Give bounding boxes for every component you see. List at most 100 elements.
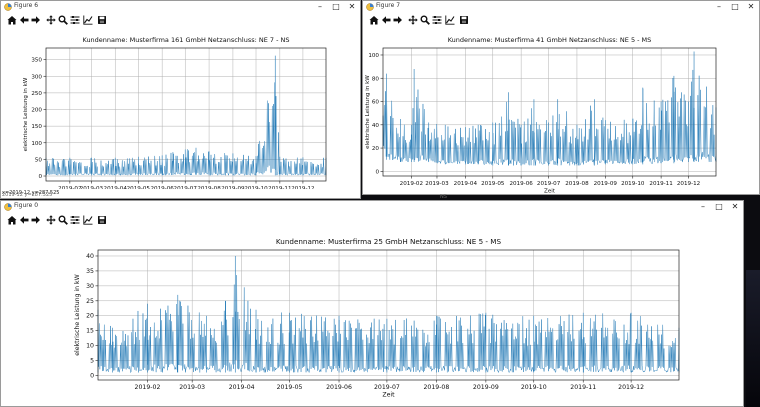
axes-frame: [97, 249, 680, 381]
y-tick-label: 60: [372, 100, 380, 106]
y-tick-label: 20: [372, 146, 380, 152]
back-arrow-button[interactable]: [380, 14, 392, 27]
maximize-button[interactable]: □: [731, 2, 739, 11]
zoom-icon: [58, 15, 68, 25]
zoom-button[interactable]: [57, 214, 69, 227]
x-tick-label: 2019-07: [174, 186, 198, 191]
edit-axis-button[interactable]: [82, 214, 94, 227]
configure-subplots-icon: [70, 216, 80, 224]
x-tick-label: 2019-12: [291, 186, 314, 191]
y-tick-label: 350: [31, 58, 42, 64]
configure-subplots-button[interactable]: [431, 14, 443, 27]
x-tick-label: 2019-06: [326, 384, 352, 391]
x-tick-label: 2019-07: [374, 384, 400, 391]
pan-icon: [408, 15, 418, 25]
save-icon: [460, 16, 468, 24]
save-icon: [98, 16, 106, 24]
home-button[interactable]: [6, 214, 18, 227]
y-tick-label: 40: [372, 123, 380, 129]
forward-arrow-icon: [31, 216, 40, 224]
x-tick-label: 2019-08: [423, 384, 449, 391]
y-tick-label: 25: [86, 298, 94, 305]
pan-button[interactable]: [45, 214, 57, 227]
edit-axis-icon: [83, 15, 93, 25]
pan-button[interactable]: [407, 14, 419, 27]
plot-title: Kundenname: Musterfirma 41 GmbH Netzansc…: [448, 36, 652, 44]
back-arrow-icon: [20, 16, 29, 24]
x-tick-label: 2019-04: [454, 181, 478, 187]
x-axis-label: Zeit: [544, 189, 556, 195]
zoom-icon: [420, 15, 430, 25]
close-button[interactable]: ✕: [747, 2, 755, 11]
edit-axis-icon: [445, 15, 455, 25]
x-tick-label: 2019-11: [649, 181, 673, 187]
home-button[interactable]: [368, 14, 380, 27]
plot-canvas[interactable]: Kundenname: Musterfirma 25 GmbH Netzansc…: [1, 228, 743, 407]
back-arrow-icon: [382, 16, 391, 24]
matplotlib-app-icon: [4, 3, 12, 11]
y-tick-label: 30: [86, 283, 94, 290]
back-arrow-icon: [20, 216, 29, 224]
y-tick-label: 150: [31, 124, 42, 130]
figure-window-6[interactable]: Figure 6 – □ ✕ Kundenname: Musterfirma 1…: [0, 0, 361, 199]
figure-window-7[interactable]: Figure 7 – □ ✕ Kundenname: Musterfirma 4…: [362, 0, 760, 195]
y-axis-label: elektrische Leistung in kW: [23, 77, 29, 151]
save-button[interactable]: [96, 214, 108, 227]
y-tick-label: 0: [375, 169, 379, 175]
configure-subplots-icon: [70, 16, 80, 24]
configure-subplots-button[interactable]: [69, 214, 81, 227]
configure-subplots-button[interactable]: [69, 14, 81, 27]
forward-arrow-button[interactable]: [30, 14, 42, 27]
close-button[interactable]: ✕: [731, 202, 739, 211]
y-tick-label: 0: [38, 174, 42, 180]
save-button[interactable]: [96, 14, 108, 27]
save-button[interactable]: [458, 14, 470, 27]
back-arrow-button[interactable]: [18, 214, 30, 227]
maximize-button[interactable]: □: [332, 2, 340, 11]
home-icon: [7, 16, 17, 25]
close-button[interactable]: ✕: [348, 2, 356, 11]
axes-frame: [45, 47, 327, 182]
edit-axis-icon: [83, 215, 93, 225]
figure-window-0[interactable]: Figure 0 – □ ✕ Kundenname: Musterfirma 2…: [0, 200, 744, 407]
back-arrow-button[interactable]: [18, 14, 30, 27]
home-icon: [7, 216, 17, 225]
y-tick-label: 40: [86, 253, 94, 260]
forward-arrow-icon: [31, 16, 40, 24]
background-window-text: NS: [440, 194, 447, 200]
pan-button[interactable]: [45, 14, 57, 27]
minimize-button[interactable]: –: [717, 2, 721, 11]
plot-canvas[interactable]: Kundenname: Musterfirma 41 GmbH Netzansc…: [363, 28, 759, 195]
edit-axis-button[interactable]: [82, 14, 94, 27]
plot-title: Kundenname: Musterfirma 161 GmbH Netzans…: [83, 36, 290, 44]
x-tick-label: 2019-06: [509, 181, 533, 187]
matplotlib-app-icon: [4, 203, 12, 211]
x-tick-label: 2019-10: [521, 384, 547, 391]
x-tick-label: 2019-10: [621, 181, 645, 187]
zoom-button[interactable]: [419, 14, 431, 27]
x-tick-label: 2019-02: [135, 384, 161, 391]
x-tick-label: 2019-09: [594, 181, 618, 187]
x-tick-label: 2019-05: [277, 384, 303, 391]
title-bar[interactable]: Figure 6 – □ ✕: [1, 1, 360, 14]
zoom-button[interactable]: [57, 14, 69, 27]
forward-arrow-button[interactable]: [392, 14, 404, 27]
home-icon: [369, 16, 379, 25]
forward-arrow-button[interactable]: [30, 214, 42, 227]
pan-icon: [46, 215, 56, 225]
minimize-button[interactable]: –: [701, 202, 705, 211]
status-readout: x=2019-12 y=287.525: [1, 189, 360, 198]
y-tick-label: 10: [86, 343, 94, 350]
title-bar[interactable]: Figure 0 – □ ✕: [1, 201, 743, 214]
home-button[interactable]: [6, 14, 18, 27]
plot-canvas[interactable]: Kundenname: Musterfirma 161 GmbH Netzans…: [1, 28, 360, 191]
edit-axis-button[interactable]: [444, 14, 456, 27]
y-tick-label: 0: [90, 373, 94, 380]
x-tick-label: 2019-05: [481, 181, 505, 187]
maximize-button[interactable]: □: [715, 202, 723, 211]
minimize-button[interactable]: –: [318, 2, 322, 11]
plot-title: Kundenname: Musterfirma 25 GmbH Netzansc…: [276, 237, 502, 246]
title-bar[interactable]: Figure 7 – □ ✕: [363, 1, 759, 14]
window-title: Figure 6: [14, 2, 39, 9]
axes-frame: [382, 47, 717, 177]
